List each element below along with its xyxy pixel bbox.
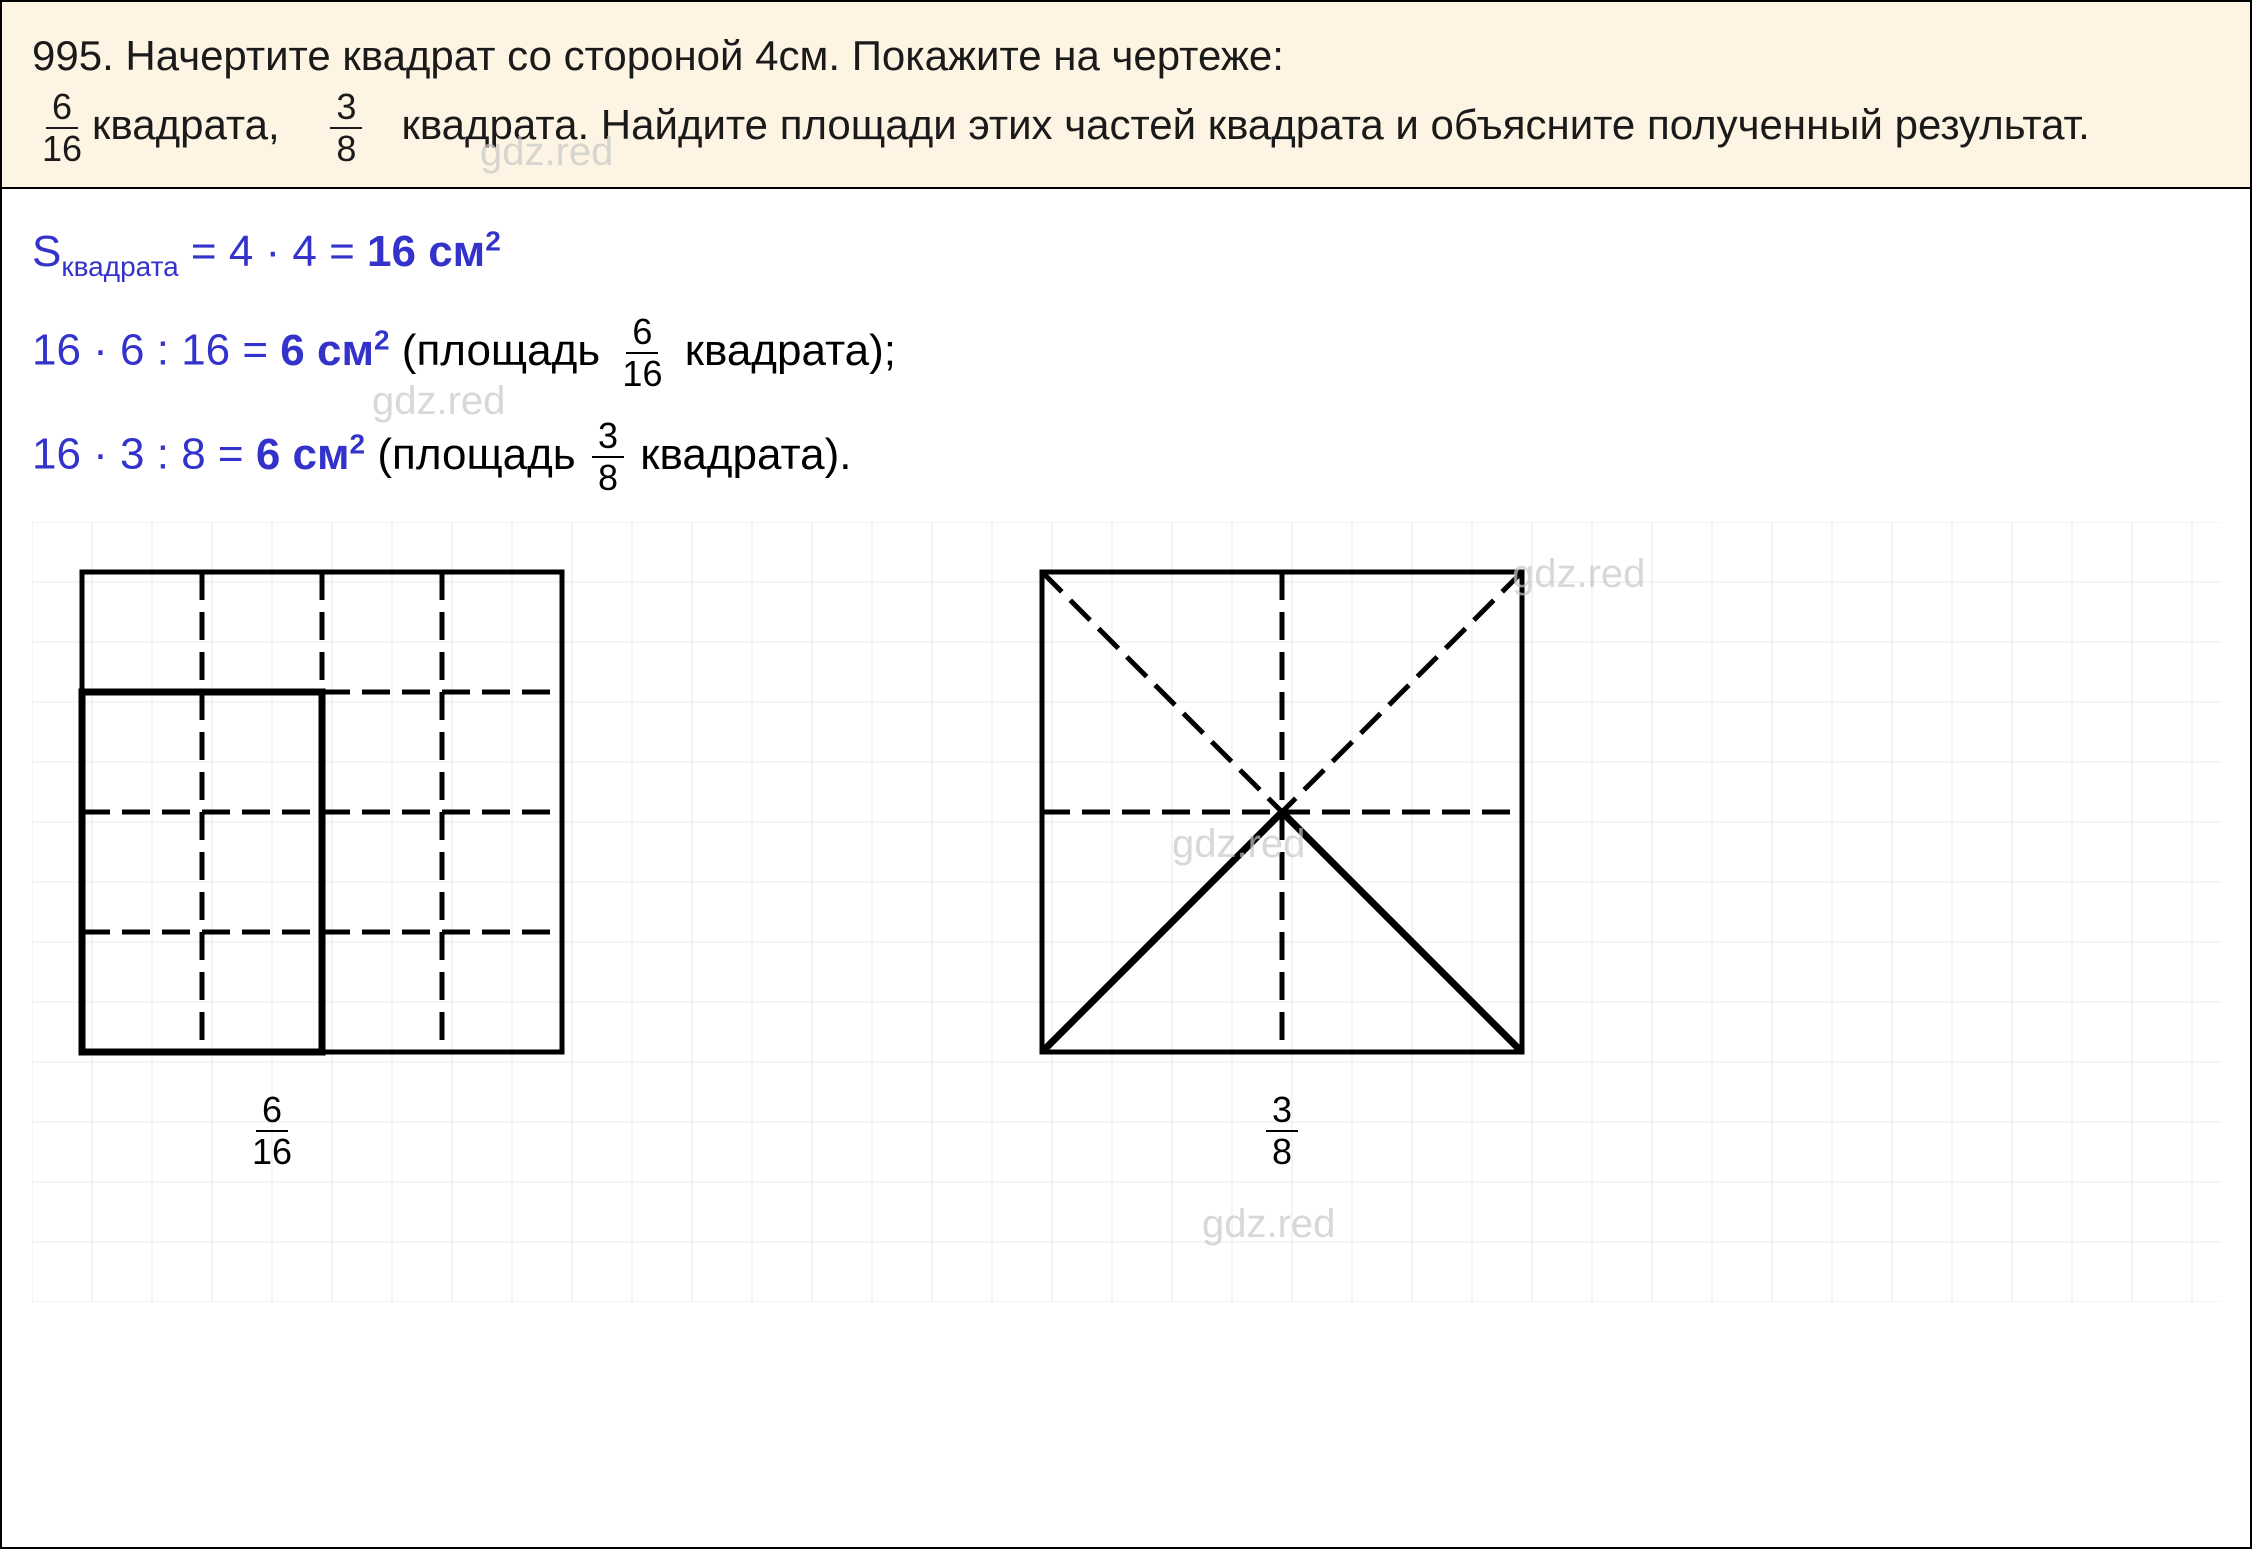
right-caption: 3 8 [1262,1092,1302,1170]
solution-area: Sквадрата = 4 · 4 = 16 см2 16 · 6 : 16 =… [2,189,2250,1547]
solution-fraction-3-8: 38 [592,418,624,496]
diagrams-area: gdz.red gdz.red gdz.red 6 16 3 8 [32,522,2220,1302]
left-caption: 6 16 [242,1092,302,1170]
solution-fraction-6-16: 616 [616,314,668,392]
problem-text-mid1: квадрата, [92,101,280,148]
problem-number: 995. [32,32,114,79]
fraction-6-16: 6 16 [36,89,88,167]
solution-line-2: 16 · 6 : 16 = 6 см2 (площадь 616 квадрат… [32,314,2220,392]
solution-line-3: 16 · 3 : 8 = 6 см2 (площадь 38 квадрата)… [32,418,2220,496]
problem-text-mid2: квадрата. Найдите площади этих частей кв… [401,101,2089,148]
fraction-3-8: 3 8 [330,89,362,167]
problem-text-start: Начертите квадрат со стороной 4см. Покаж… [125,32,1284,79]
right-square-diagram [1032,562,1552,1082]
solution-line-1: Sквадрата = 4 · 4 = 16 см2 [32,219,2220,288]
problem-statement: 995. Начертите квадрат со стороной 4см. … [2,2,2250,189]
left-square-diagram [72,562,592,1082]
